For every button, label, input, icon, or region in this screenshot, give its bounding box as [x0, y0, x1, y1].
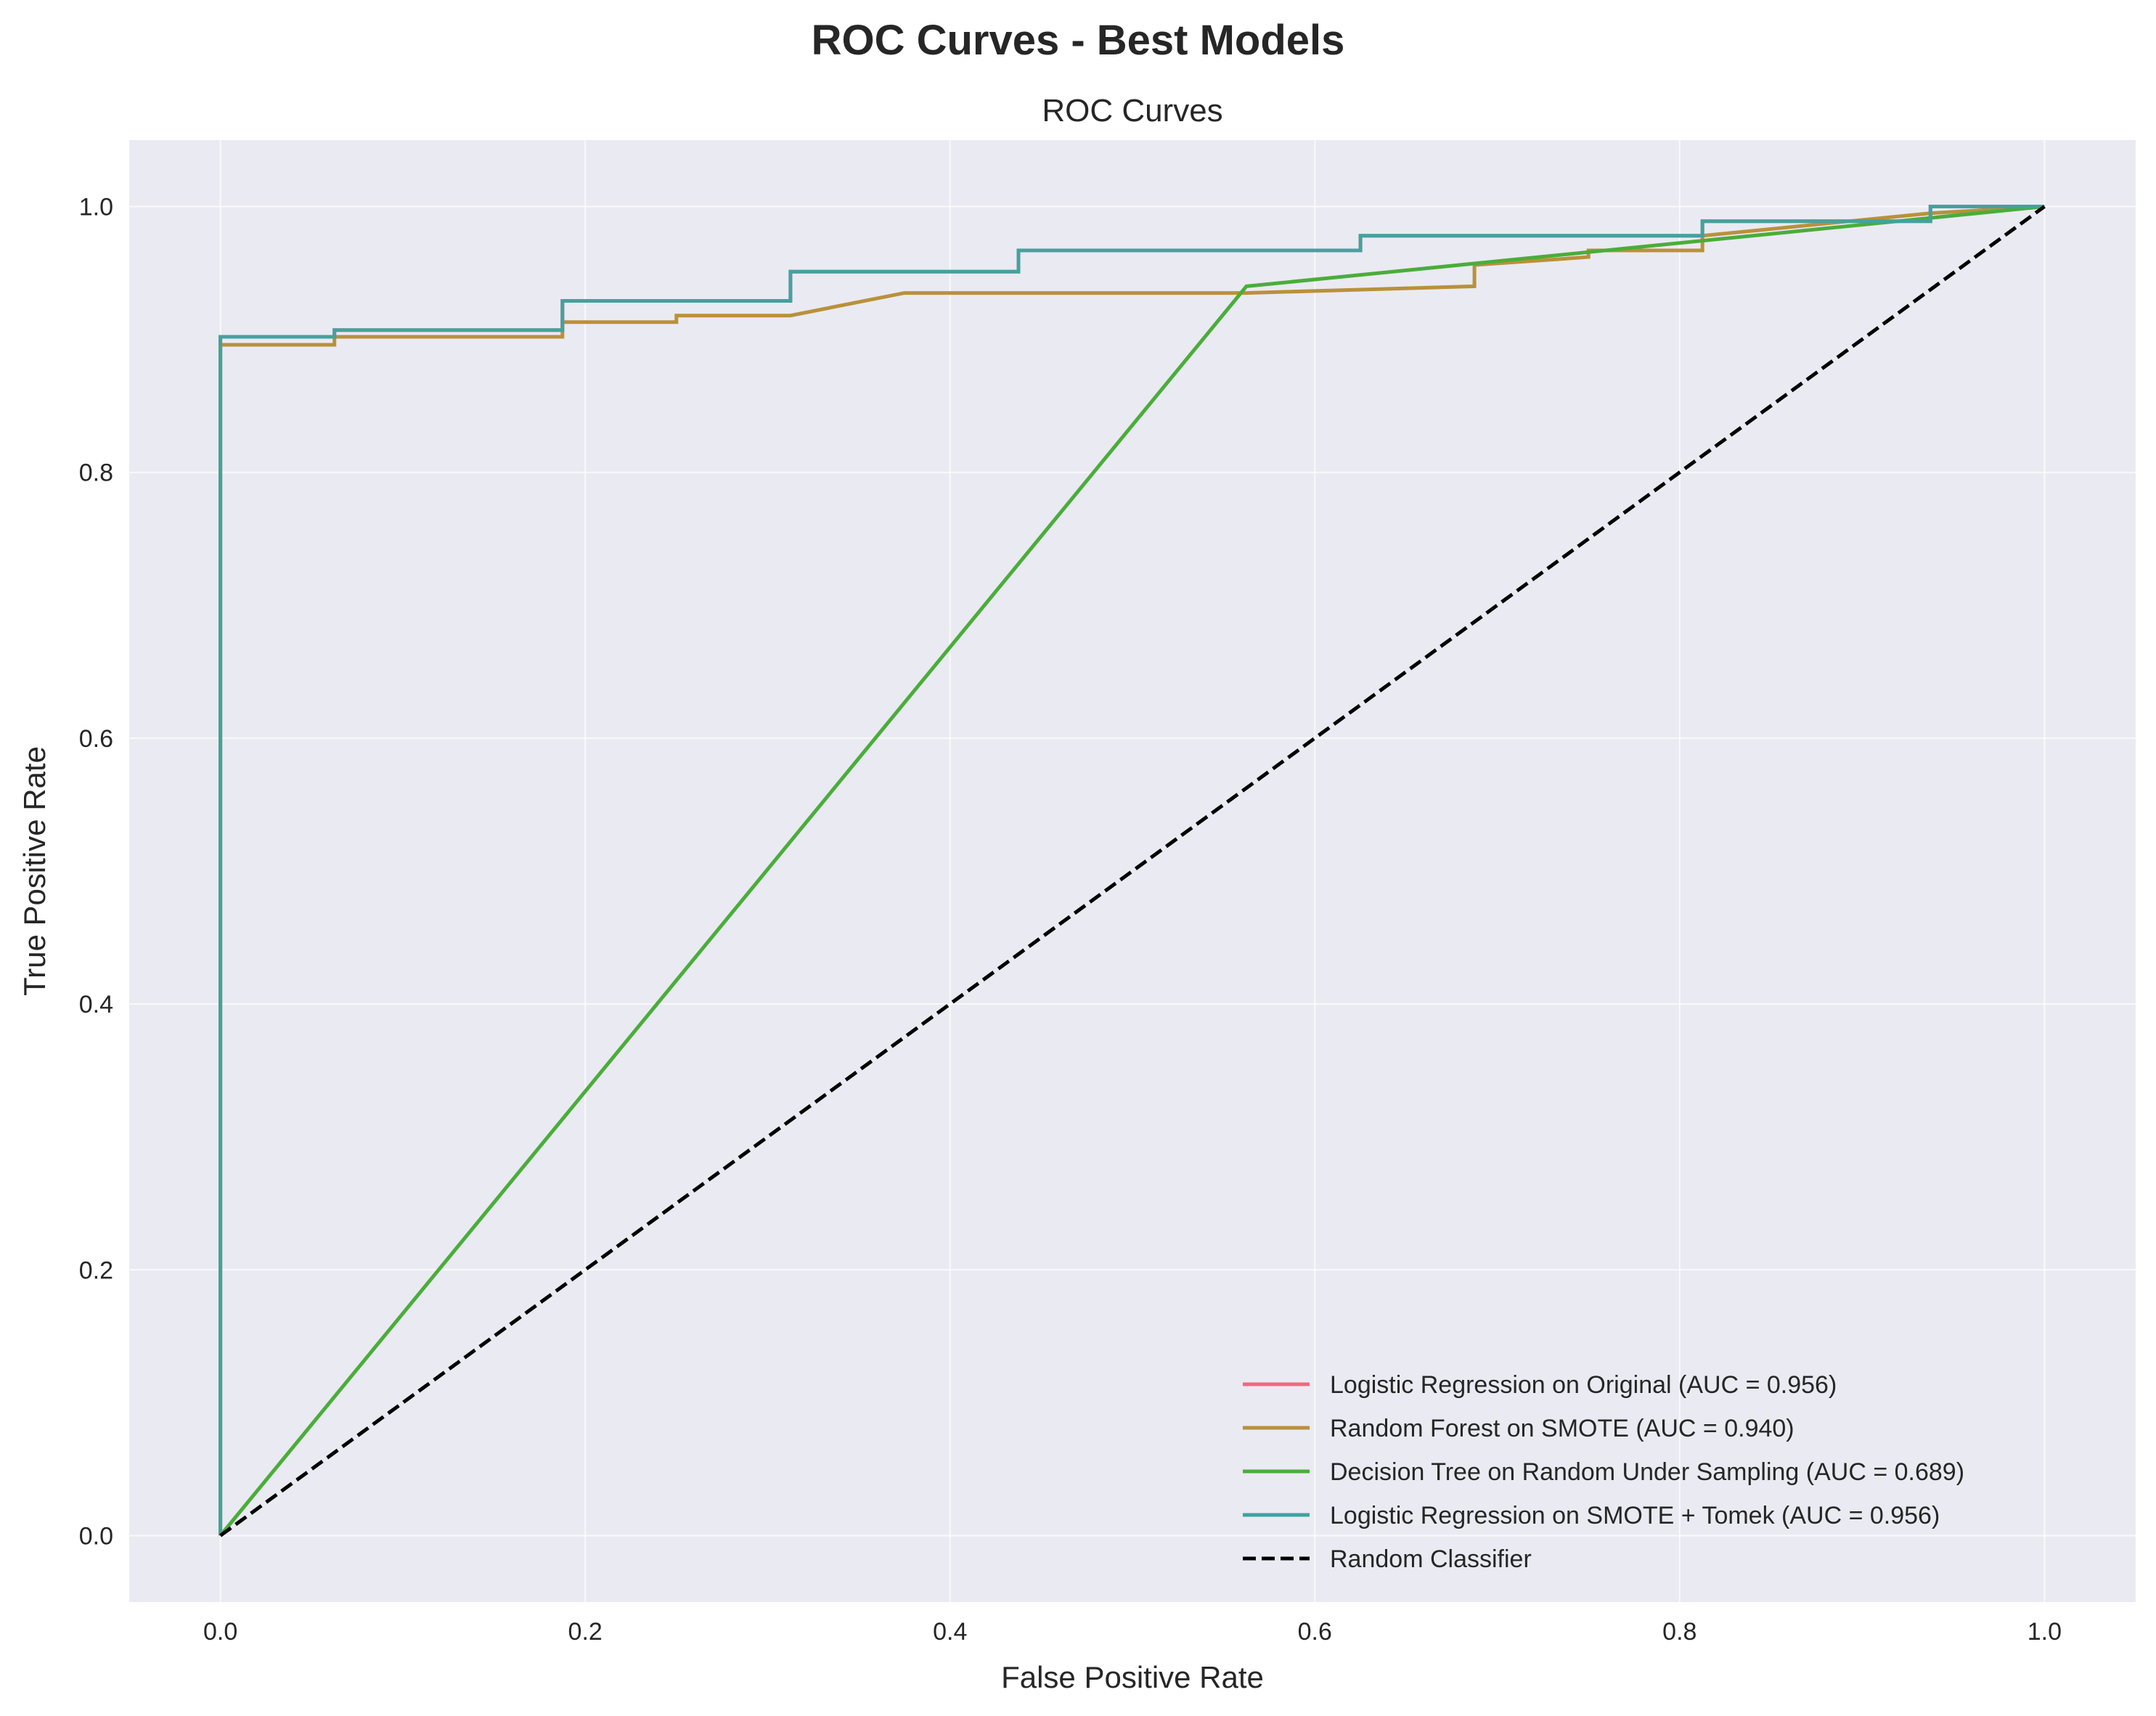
- y-tick-label: 0.6: [79, 725, 113, 753]
- figure-suptitle: ROC Curves - Best Models: [812, 17, 1345, 64]
- series-lines: [219, 205, 2046, 1537]
- y-tick-label: 0.8: [79, 459, 113, 487]
- y-tick-label: 0.0: [79, 1522, 113, 1550]
- x-tick-label: 0.8: [1662, 1618, 1696, 1646]
- y-tick-label: 1.0: [79, 194, 113, 221]
- x-tick-label: 0.4: [933, 1618, 967, 1646]
- legend-entry-label: Logistic Regression on SMOTE + Tomek (AU…: [1330, 1502, 1940, 1529]
- legend-entry-label: Random Forest on SMOTE (AUC = 0.940): [1330, 1415, 1794, 1442]
- y-tick-label: 0.2: [79, 1257, 113, 1284]
- legend-entry-label: Logistic Regression on Original (AUC = 0…: [1330, 1371, 1837, 1399]
- x-tick-label: 0.6: [1298, 1618, 1332, 1646]
- legend-entry-label: Decision Tree on Random Under Sampling (…: [1330, 1458, 1964, 1486]
- x-tick-label: 0.0: [203, 1618, 237, 1646]
- series-line-4: [219, 205, 2045, 1536]
- series-line-5: [219, 205, 2046, 1537]
- y-axis-label: True Positive Rate: [17, 746, 52, 996]
- y-tick-label: 0.4: [79, 991, 113, 1018]
- grid: [129, 140, 2136, 1602]
- x-tick-label: 1.0: [2028, 1618, 2062, 1646]
- axes-title: ROC Curves: [1042, 93, 1222, 128]
- legend: Logistic Regression on Original (AUC = 0…: [1243, 1371, 1964, 1573]
- legend-entry-label: Random Classifier: [1330, 1545, 1532, 1573]
- x-tick-label: 0.2: [568, 1618, 603, 1646]
- x-axis-label: False Positive Rate: [1001, 1660, 1264, 1694]
- tick-labels: 0.0 0.2 0.4 0.6 0.8 1.0 0.0 0.2 0.4 0.6 0.8 1.0: [79, 194, 2062, 1646]
- series-line-3: [219, 205, 2045, 1537]
